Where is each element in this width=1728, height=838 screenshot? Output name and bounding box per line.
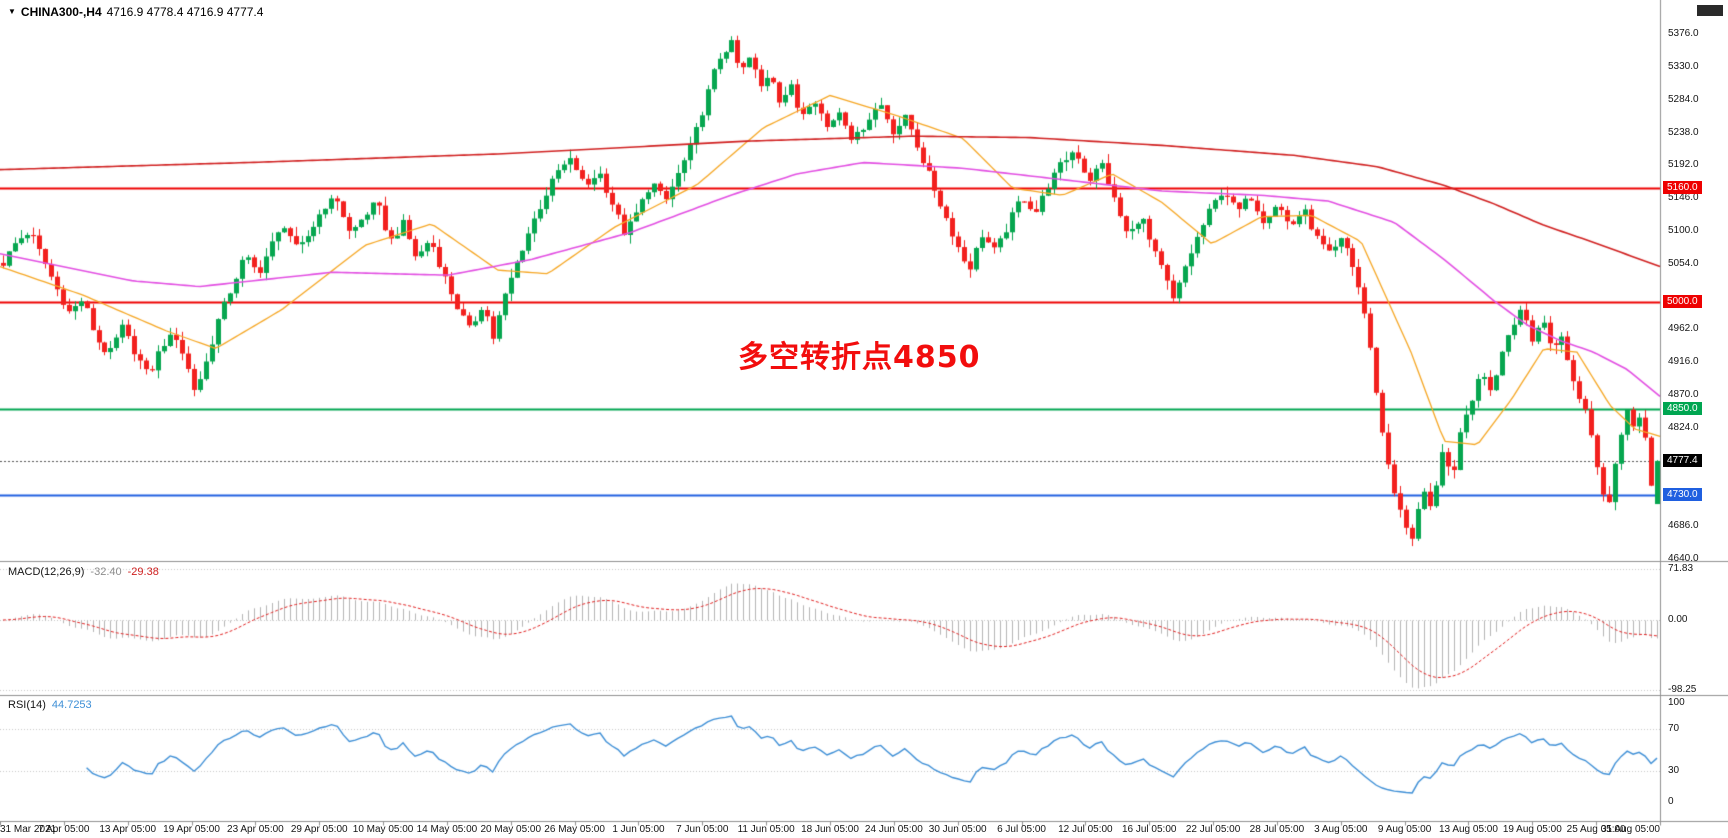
- macd-axis-label: 71.83: [1668, 563, 1694, 574]
- time-label: 13 Aug 05:00: [1438, 824, 1498, 835]
- symbol-info: ▼ CHINA300-,H4 4716.9 4778.4 4716.9 4777…: [8, 5, 263, 19]
- time-label: 26 May 05:00: [544, 824, 605, 835]
- time-label: 11 Jun 05:00: [737, 824, 795, 835]
- price-axis-label: 5100.0: [1668, 224, 1699, 236]
- price-axis-label: 5054.0: [1668, 257, 1699, 269]
- time-label: 31 Mar 2021: [0, 824, 57, 835]
- macd-axis-label: -98.25: [1668, 683, 1697, 695]
- rsi-axis-label: 30: [1668, 764, 1680, 776]
- time-label: 24 Jun 05:00: [864, 824, 923, 835]
- price-axis-label: 4870.0: [1668, 388, 1699, 400]
- time-label: 22 Jul 05:00: [1185, 824, 1241, 835]
- time-label: 12 Jul 05:00: [1058, 824, 1113, 835]
- time-label: 6 Jul 05:00: [997, 824, 1046, 835]
- symbol-timeframe-label: CHINA300-,H4: [20, 5, 102, 19]
- price-level-badge: 5000.0: [1663, 295, 1702, 309]
- time-label: 25 Aug 05:00: [1566, 824, 1626, 835]
- time-axis[interactable]: 31 Mar 2021 7 Apr 05:00 13 Apr 05:00 19 Apr…: [0, 824, 1660, 838]
- time-label: 10 May 05:00: [352, 824, 414, 835]
- price-level-badge: 5160.0: [1663, 181, 1702, 195]
- rsi-axis-label: 100: [1668, 697, 1685, 708]
- rsi-axis-label: 0: [1668, 796, 1674, 807]
- price-axis-label: 4640.0: [1668, 552, 1699, 564]
- time-label: 1 Jun 05:00: [612, 824, 665, 835]
- price-axis-label: 4686.0: [1668, 520, 1699, 532]
- scale-corner-marker: [1697, 5, 1723, 16]
- macd-name: MACD(12,26,9): [8, 566, 85, 578]
- macd-main-value: -32.40: [90, 566, 122, 578]
- price-axis-label: 5376.0: [1668, 28, 1699, 40]
- price-scale[interactable]: 5376.0 5330.0 5284.0 5238.0 5192.0 5146.0 5100…: [1661, 0, 1728, 821]
- time-label: 9 Aug 05:00: [1377, 824, 1432, 835]
- price-axis-label: 4916.0: [1668, 356, 1699, 368]
- macd-indicator-label: MACD(12,26,9) -32.40 -29.38: [8, 566, 159, 578]
- chevron-down-icon[interactable]: ▼: [8, 7, 16, 16]
- time-label: 31 Aug 05:00: [1601, 824, 1660, 835]
- price-level-badge: 4850.0: [1663, 402, 1702, 416]
- current-price-badge: 4777.4: [1663, 453, 1702, 467]
- rsi-indicator-label: RSI(14) 44.7253: [8, 699, 92, 711]
- time-label: 19 Aug 05:00: [1502, 824, 1562, 835]
- price-axis-label: 5238.0: [1668, 126, 1699, 138]
- ohlc-values: 4716.9 4778.4 4716.9 4777.4: [106, 5, 264, 19]
- time-label: 13 Apr 05:00: [99, 824, 157, 835]
- time-label: 20 May 05:00: [480, 824, 542, 835]
- time-label: 14 May 05:00: [416, 824, 478, 835]
- time-label: 29 Apr 05:00: [290, 824, 348, 835]
- price-axis-label: 5146.0: [1668, 192, 1699, 204]
- time-label: 19 Apr 05:00: [163, 824, 220, 835]
- time-label: 3 Aug 05:00: [1314, 824, 1368, 835]
- rsi-name: RSI(14): [8, 699, 46, 711]
- time-label: 18 Jun 05:00: [801, 824, 859, 835]
- macd-signal-value: -29.38: [127, 566, 159, 578]
- time-label: 16 Jul 05:00: [1121, 824, 1177, 835]
- chart-annotation-text: 多空转折点4850: [738, 340, 981, 375]
- time-label: 23 Apr 05:00: [227, 824, 284, 835]
- time-label: 30 Jun 05:00: [928, 824, 987, 835]
- rsi-axis-label: 70: [1668, 723, 1680, 735]
- macd-axis-label: 0.00: [1668, 614, 1688, 625]
- price-axis-label: 5330.0: [1668, 61, 1699, 72]
- price-level-badge: 4730.0: [1663, 487, 1702, 501]
- rsi-value: 44.7253: [51, 699, 92, 711]
- price-axis-label: 5192.0: [1668, 159, 1699, 171]
- price-axis-label: 4824.0: [1668, 421, 1699, 433]
- time-label: 7 Apr 05:00: [38, 824, 90, 835]
- price-axis-label: 4962.0: [1668, 323, 1699, 335]
- time-label: 7 Jun 05:00: [676, 824, 729, 835]
- time-label: 28 Jul 05:00: [1249, 824, 1305, 835]
- price-axis-label: 5284.0: [1668, 93, 1699, 105]
